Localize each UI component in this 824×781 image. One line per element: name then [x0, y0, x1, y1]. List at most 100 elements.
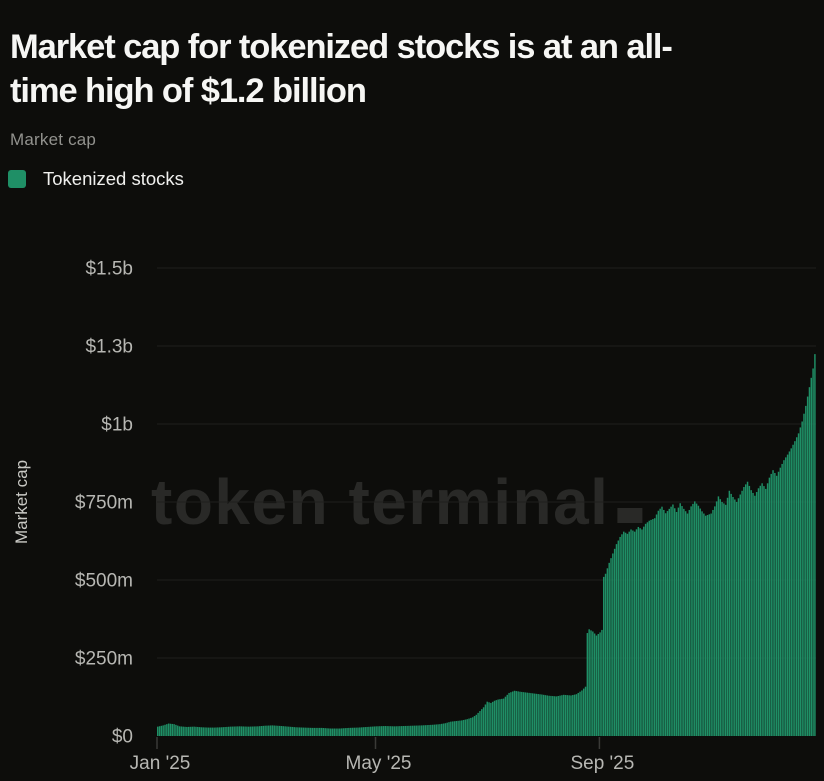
bar [300, 727, 303, 736]
bar [519, 691, 521, 736]
bar [324, 728, 326, 736]
bar [359, 727, 361, 736]
bar [719, 499, 721, 736]
bar [446, 722, 448, 736]
bar [632, 530, 634, 736]
bar [663, 509, 665, 736]
watermark-cursor-icon [617, 508, 643, 523]
bar [655, 514, 658, 736]
bar [413, 725, 416, 736]
bar [681, 506, 683, 736]
y-tick-label: $750m [75, 493, 133, 514]
bar [710, 513, 712, 736]
plot-area[interactable] [157, 268, 816, 736]
bar [659, 508, 661, 736]
bar [792, 444, 794, 736]
bar [337, 728, 339, 736]
bar [424, 725, 427, 736]
bar [714, 506, 716, 736]
bar [390, 726, 392, 736]
bar [484, 704, 487, 736]
bar [349, 727, 352, 736]
bar [373, 726, 376, 736]
bar [757, 488, 760, 736]
bar [650, 519, 652, 736]
bar [191, 726, 194, 736]
bar [335, 728, 337, 736]
bar [302, 727, 305, 736]
bar [766, 483, 769, 736]
bar [355, 727, 357, 736]
bar [486, 701, 488, 736]
bar [471, 717, 474, 736]
bar [588, 629, 590, 736]
bar [362, 727, 365, 736]
bar [399, 726, 401, 736]
bar [781, 463, 783, 736]
bar [493, 700, 496, 736]
bar [553, 696, 556, 736]
x-tick-label: Sep '25 [570, 753, 634, 774]
bar [439, 724, 441, 736]
bar [692, 503, 694, 736]
bar [752, 492, 754, 736]
bar [679, 503, 681, 736]
bar [661, 506, 663, 736]
bar [491, 701, 494, 736]
bar [360, 727, 363, 736]
bar [466, 719, 468, 736]
bar [187, 726, 190, 736]
bar [309, 727, 312, 736]
bar [630, 529, 632, 736]
bar [306, 727, 308, 736]
bar [402, 726, 405, 736]
bar [601, 629, 603, 736]
bar [331, 728, 334, 736]
bar [672, 504, 674, 736]
bar [511, 691, 514, 736]
bar [166, 724, 168, 736]
bar [400, 726, 403, 736]
bar [388, 726, 390, 736]
bar [377, 726, 379, 736]
bar [582, 688, 585, 736]
bar [364, 727, 366, 736]
bar [739, 494, 741, 736]
bar [311, 727, 314, 736]
bar [428, 724, 430, 736]
bar [732, 497, 734, 736]
bar [288, 726, 290, 736]
bar [371, 726, 374, 736]
bar [158, 726, 161, 736]
bar [755, 492, 758, 736]
bar [211, 727, 214, 736]
bar [382, 726, 385, 736]
bar [502, 698, 505, 736]
bar [646, 522, 649, 736]
bar [803, 413, 805, 736]
bar [393, 726, 396, 736]
y-tick-label: $0 [112, 727, 133, 748]
bar [277, 725, 279, 736]
bar [326, 728, 328, 736]
bar [348, 727, 350, 736]
bar [369, 726, 372, 736]
bar [206, 727, 208, 736]
bar [329, 728, 332, 736]
bar [322, 728, 325, 736]
bar [379, 726, 381, 736]
legend-item-tokenized-stocks[interactable]: Tokenized stocks [8, 168, 184, 190]
bar [431, 724, 434, 736]
bar [240, 726, 243, 736]
bar [539, 694, 541, 736]
page-title-line-2: time high of $1.2 billion [10, 72, 367, 111]
bar [328, 728, 330, 736]
x-tick-label: May '25 [346, 753, 412, 774]
bar [501, 698, 503, 736]
bar [504, 696, 507, 736]
bar [581, 690, 583, 736]
bar [544, 695, 547, 736]
bar [410, 725, 412, 736]
